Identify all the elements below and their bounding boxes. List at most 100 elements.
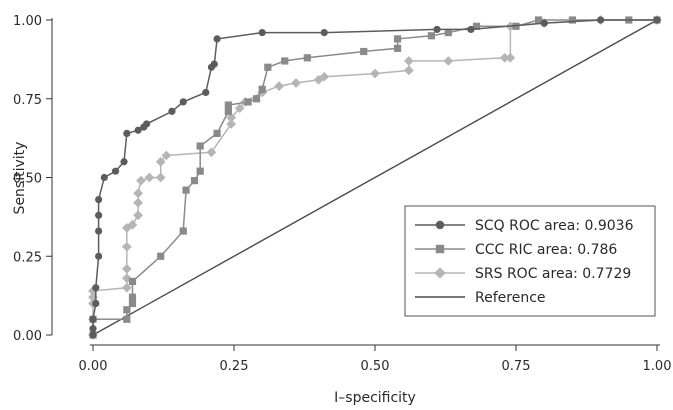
plot-area (88, 15, 662, 340)
data-point (653, 16, 661, 24)
data-point (168, 107, 176, 115)
data-point (291, 78, 301, 88)
data-point (133, 197, 143, 208)
data-point (433, 25, 441, 34)
data-point (95, 211, 103, 219)
data-point (258, 85, 266, 93)
x-tick-label: 0.50 (361, 359, 390, 374)
data-point (121, 263, 132, 274)
data-point (161, 150, 172, 161)
data-point (234, 103, 245, 114)
data-point (597, 16, 605, 24)
data-point (258, 28, 266, 37)
data-point (435, 244, 445, 254)
x-axis-title: I–specificity (334, 390, 416, 406)
legend-item: SRS ROC area: 0.7729 (415, 266, 631, 282)
data-point (264, 63, 272, 71)
data-point (206, 147, 217, 158)
series-0 (89, 16, 661, 339)
data-point (370, 68, 380, 79)
data-point (427, 32, 435, 40)
data-point (121, 273, 132, 284)
data-point (121, 282, 132, 293)
data-point (281, 57, 289, 65)
data-point (303, 54, 311, 62)
data-point (393, 44, 402, 52)
data-point (196, 167, 204, 175)
data-point (155, 172, 166, 183)
axes: 0.00 0.25 0.50 0.75 1.00 0.00 0.25 0.50 0.75 1.00 (13, 14, 671, 374)
legend-label: CCC RIC area: 0.786 (475, 242, 617, 258)
data-point (540, 19, 548, 27)
data-point (134, 126, 142, 134)
y-axis-title: Sensitivity (12, 142, 28, 215)
data-point (111, 167, 120, 175)
data-point (133, 210, 143, 221)
data-point (499, 52, 510, 63)
data-point (144, 172, 155, 183)
data-point (120, 158, 128, 166)
data-point (319, 71, 330, 82)
x-tick-label: 0.00 (79, 359, 108, 374)
series-1 (89, 16, 661, 339)
data-point (403, 56, 414, 66)
data-point (196, 142, 204, 150)
data-point (213, 129, 221, 137)
data-point (443, 56, 454, 66)
data-point (568, 16, 576, 24)
data-point (179, 98, 187, 106)
data-point (393, 35, 402, 43)
data-point (128, 293, 137, 301)
data-point (89, 315, 97, 323)
data-point (213, 35, 221, 43)
series-3 (92, 19, 658, 336)
data-point (224, 107, 232, 115)
data-point (92, 284, 100, 292)
data-point (202, 88, 210, 97)
data-point (224, 101, 232, 109)
data-point (89, 325, 97, 333)
data-point (123, 306, 131, 314)
data-point (155, 156, 166, 167)
series-line (92, 19, 658, 336)
data-point (244, 98, 252, 106)
x-tick-label: 1.00 (643, 359, 672, 374)
legend-item: CCC RIC area: 0.786 (415, 242, 617, 258)
data-point (127, 219, 138, 230)
data-point (360, 47, 368, 56)
data-point (121, 241, 132, 252)
data-point (182, 186, 190, 194)
legend: SCQ ROC area: 0.9036 CCC RIC area: 0.786 S… (404, 205, 656, 317)
data-point (472, 22, 481, 30)
data-point (142, 120, 151, 128)
data-point (128, 277, 137, 286)
data-point (190, 177, 199, 185)
x-tick-label: 0.75 (502, 359, 531, 374)
y-tick-label: 1.00 (13, 14, 42, 29)
data-point (128, 299, 137, 308)
data-point (136, 175, 146, 186)
y-tick-label: 0.00 (13, 329, 42, 344)
data-point (210, 60, 218, 68)
legend-label: SRS ROC area: 0.7729 (475, 266, 631, 282)
y-tick-label: 0.25 (13, 250, 42, 265)
data-point (179, 227, 187, 235)
legend-item: Reference (415, 290, 546, 306)
data-point (534, 16, 543, 24)
data-point (133, 188, 143, 199)
data-point (274, 81, 284, 92)
y-tick-label: 0.50 (13, 172, 42, 187)
data-point (512, 22, 520, 30)
data-point (92, 299, 100, 308)
data-point (157, 252, 165, 260)
data-point (403, 65, 414, 76)
y-tick-label: 0.75 (13, 93, 42, 108)
data-point (95, 252, 103, 260)
data-point (95, 195, 103, 204)
data-point (226, 112, 237, 123)
legend-label: Reference (475, 290, 546, 306)
x-tick-label: 0.25 (220, 359, 249, 374)
data-point (434, 267, 446, 279)
data-point (89, 331, 97, 339)
data-point (435, 220, 445, 230)
